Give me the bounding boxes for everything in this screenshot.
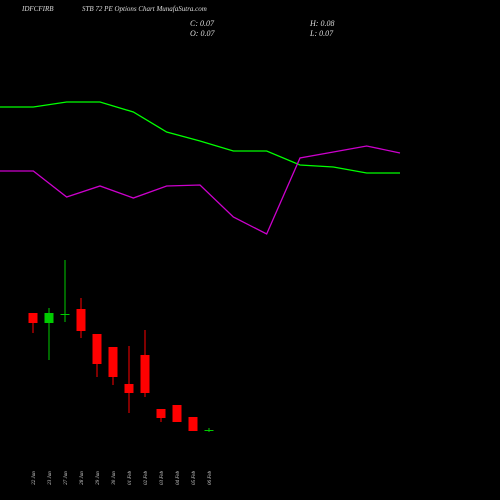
x-tick-label: 23 Jan bbox=[48, 471, 53, 485]
candle-body bbox=[204, 430, 214, 431]
low-label: L: 0.07 bbox=[309, 29, 334, 38]
open-label: O: 0.07 bbox=[190, 29, 215, 38]
candle-body bbox=[156, 409, 166, 418]
x-tick-label: 30 Jan bbox=[112, 471, 117, 485]
x-tick-label: 05 Feb bbox=[192, 470, 197, 485]
x-tick-label: 29 Jan bbox=[96, 471, 101, 485]
indicator-line bbox=[0, 101, 400, 174]
x-tick-label: 28 Jan bbox=[80, 471, 85, 485]
candle-body bbox=[76, 309, 86, 331]
candle-body bbox=[140, 355, 150, 393]
candle-body bbox=[60, 314, 70, 315]
x-tick-label: 02 Feb bbox=[144, 470, 149, 485]
candle-body bbox=[108, 347, 118, 377]
candle-body bbox=[44, 313, 54, 323]
high-label: H: 0.08 bbox=[309, 19, 334, 28]
x-tick-label: 22 Jan bbox=[32, 471, 37, 485]
candle-body bbox=[92, 334, 102, 364]
candle-body bbox=[28, 313, 38, 323]
close-label: C: 0.07 bbox=[190, 19, 215, 28]
x-tick-label: 27 Jan bbox=[64, 471, 69, 485]
candle-body bbox=[188, 417, 198, 431]
x-tick-label: 03 Feb bbox=[160, 470, 165, 485]
x-tick-label: 04 Feb bbox=[176, 470, 181, 485]
x-tick-label: 01 Feb bbox=[128, 470, 133, 485]
indicator-line bbox=[0, 145, 401, 235]
candle-body bbox=[172, 405, 182, 422]
x-tick-label: 06 Feb bbox=[208, 470, 213, 485]
symbol: IDFCFIRB bbox=[21, 5, 54, 13]
candle-body bbox=[124, 384, 134, 393]
chart-title: STB 72 PE Options Chart MunafaSutra.com bbox=[82, 5, 207, 13]
